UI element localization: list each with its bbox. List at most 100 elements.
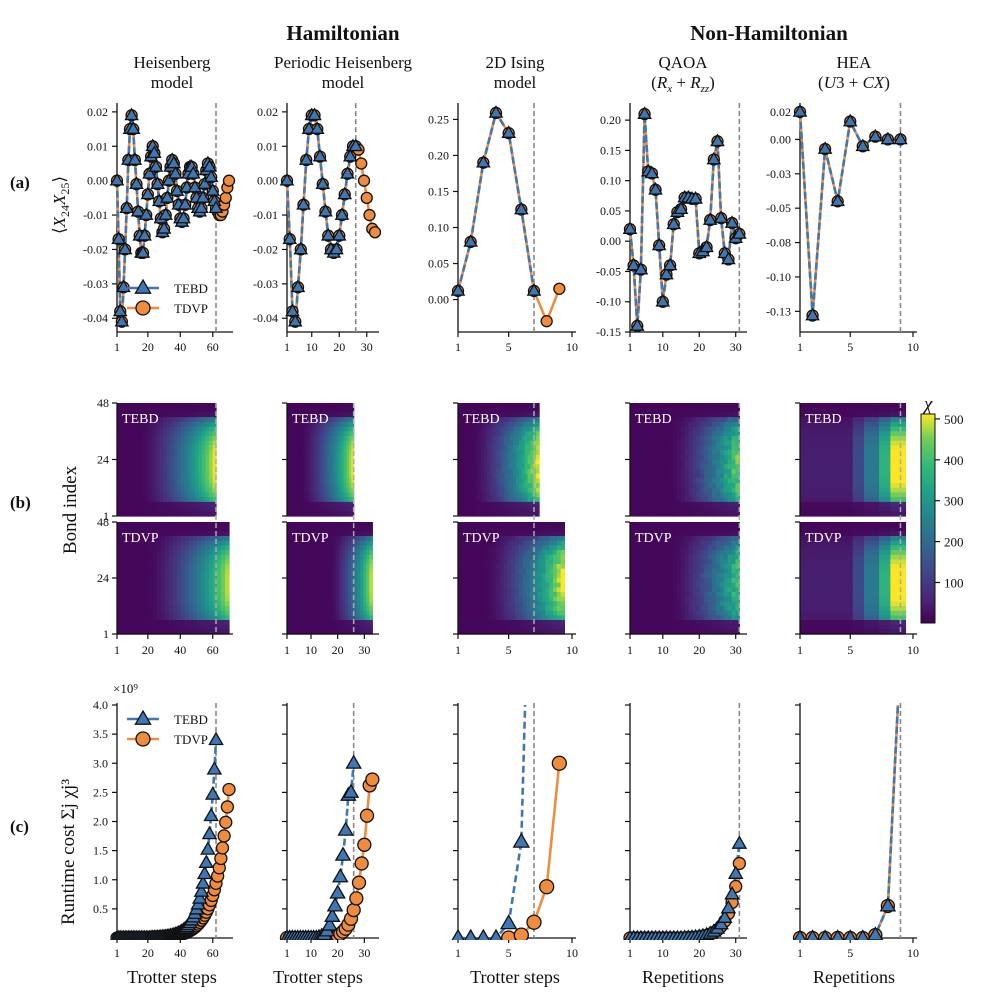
heatmap-cell — [344, 426, 348, 432]
heatmap-cell — [138, 478, 143, 484]
heatmap-cell — [162, 506, 168, 512]
heatmap-cell — [209, 573, 214, 579]
heatmap-cell — [344, 501, 348, 508]
heatmap-cell — [332, 501, 336, 508]
heatmap-cell — [173, 487, 178, 494]
heatmap-cell — [518, 601, 524, 607]
heatmap-cell — [117, 421, 122, 428]
y-tick-label: -0.05 — [596, 264, 621, 278]
heatmap-cell — [141, 540, 146, 546]
x-tick-label: 1 — [627, 340, 633, 354]
heatmap-cell — [477, 624, 482, 630]
heatmap-cell — [169, 578, 174, 584]
heatmap-cell — [541, 564, 546, 570]
heatmap-cell — [141, 459, 146, 465]
heatmap-cell — [117, 473, 122, 479]
y-tick-label: -0.01 — [83, 208, 108, 222]
heatmap-cell — [298, 417, 302, 423]
heatmap-cell — [298, 435, 302, 442]
plot-area — [450, 105, 566, 328]
heatmap-cell — [173, 522, 178, 528]
heatmap-cell — [125, 540, 130, 546]
heatmap-cell — [181, 578, 186, 584]
heatmap-cell — [138, 431, 143, 437]
heatmap-cell — [327, 421, 331, 428]
tebd-point — [659, 266, 674, 280]
heatmap-cell — [518, 526, 524, 532]
heatmap-cell — [351, 459, 355, 465]
heatmap-cell — [302, 564, 306, 570]
heatmap-cell — [337, 492, 340, 498]
heatmap-cell — [308, 435, 312, 442]
heatmap-cell — [159, 403, 164, 409]
heatmap-cell — [325, 468, 329, 475]
heatmap-cell — [302, 559, 306, 565]
heatmap-cell — [322, 454, 326, 461]
heatmap-cell — [553, 536, 558, 542]
heatmap-cell — [458, 554, 463, 560]
heatmap-cell — [201, 559, 206, 565]
heatmap-cell — [221, 601, 226, 607]
heatmap-cell — [153, 629, 158, 635]
heatmap-cell — [461, 522, 467, 528]
heatmap-cell — [289, 421, 293, 428]
heatmap-cell — [125, 526, 130, 532]
column-title-line1: HEA — [837, 53, 873, 72]
heatmap-cell — [327, 511, 331, 517]
heatmap-cell — [303, 497, 307, 503]
heatmap-cell — [173, 596, 178, 602]
heatmap-cell — [201, 464, 207, 470]
heatmap-cell — [177, 506, 182, 512]
heatmap-cell — [633, 403, 639, 409]
heatmap-cell — [127, 450, 132, 456]
y-tick-label: -0.05 — [766, 201, 791, 215]
heatmap-cell — [148, 497, 153, 503]
heatmap-cell — [515, 601, 520, 607]
heatmap-cell — [315, 506, 319, 512]
heatmap-cell — [337, 483, 340, 489]
heatmap-cell — [121, 526, 126, 532]
heatmap-cell — [296, 403, 300, 409]
heatmap-cell — [480, 573, 486, 579]
heatmap-cell — [145, 559, 150, 565]
heatmap-cell — [170, 445, 175, 451]
heatmap-cell — [201, 596, 206, 602]
tebd-point — [463, 234, 478, 247]
heatmap-cell — [305, 596, 309, 602]
heatmap-cell — [458, 596, 463, 602]
heatmap-cell — [553, 526, 558, 532]
heatmap-cell — [473, 615, 478, 621]
heatmap-cell — [310, 492, 314, 498]
heatmap-cell — [177, 407, 182, 414]
heatmap-cell — [177, 550, 182, 556]
heatmap-cell — [290, 554, 294, 560]
heatmap-cell — [645, 468, 651, 475]
ylabel-row-c: Runtime cost Σj χj³ — [58, 779, 79, 925]
tebd-point — [334, 207, 350, 220]
heatmap-cell — [313, 473, 317, 479]
heatmap-cell — [549, 526, 554, 532]
heatmap-cell — [334, 440, 338, 446]
heatmap-cell — [320, 473, 324, 479]
heatmap-cell — [522, 531, 527, 537]
heatmap-cell — [129, 615, 134, 621]
heatmap-cell — [351, 468, 355, 475]
heatmap-cell — [503, 531, 508, 537]
heatmap-cell — [181, 554, 186, 560]
y-tick-label: 0.20 — [428, 148, 449, 162]
heatmap-cell — [541, 545, 546, 551]
heatmap-cell — [299, 550, 303, 556]
heatmap-cell — [522, 545, 527, 551]
heatmap-cell — [310, 497, 314, 503]
heatmap-cell — [187, 440, 192, 446]
heatmap-cell — [313, 497, 317, 503]
heatmap-cell — [322, 478, 326, 484]
heatmap-cell — [488, 582, 493, 588]
heatmap-cell — [170, 497, 175, 503]
heatmap-cell — [541, 587, 546, 593]
heatmap-cell — [184, 497, 189, 503]
y-tick-label: 0.00 — [87, 174, 108, 188]
heatmap-cell — [488, 601, 493, 607]
heatmap-cell — [317, 554, 322, 560]
tebd-point — [337, 186, 353, 200]
